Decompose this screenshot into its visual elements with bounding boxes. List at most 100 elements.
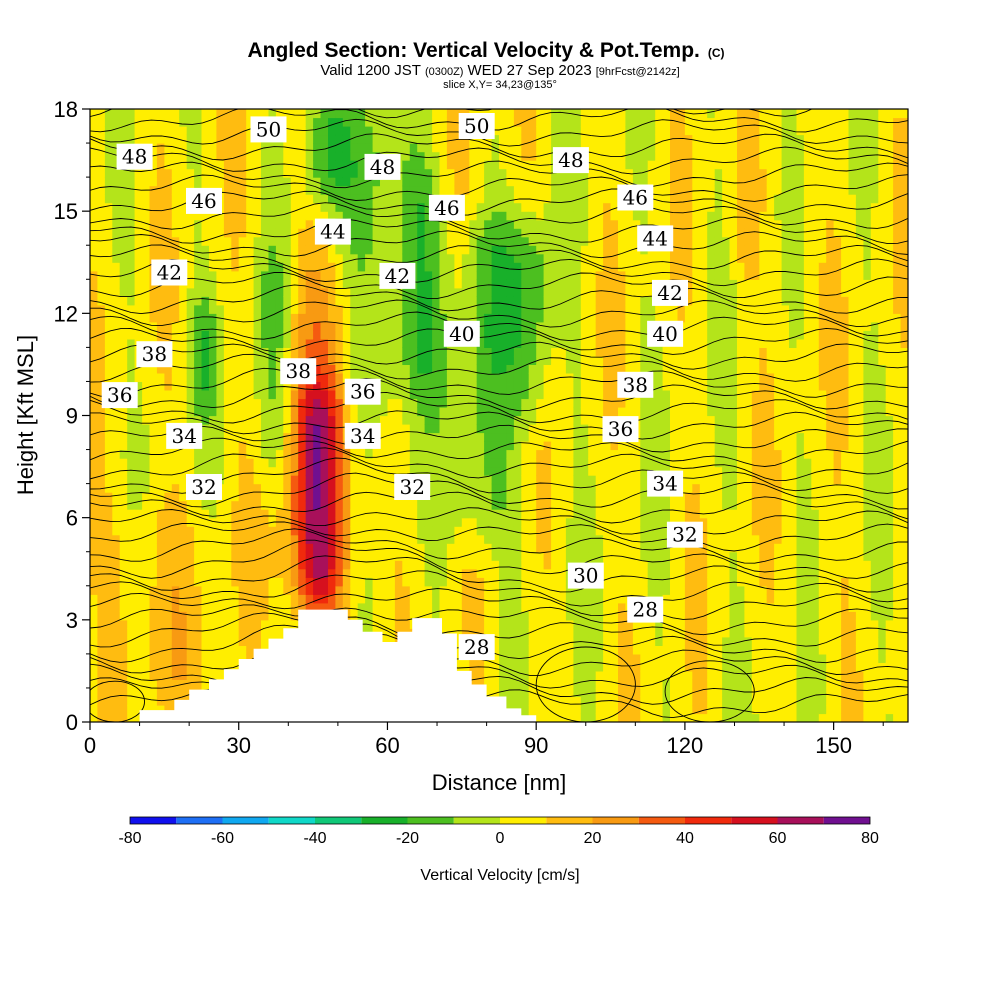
velocity-cell — [275, 492, 284, 502]
velocity-cell — [194, 526, 203, 536]
velocity-cell — [335, 202, 344, 212]
velocity-cell — [201, 449, 210, 459]
velocity-cell — [261, 441, 269, 451]
velocity-cell — [179, 194, 188, 204]
velocity-cell — [499, 151, 507, 161]
velocity-cell — [536, 662, 545, 672]
velocity-cell — [134, 168, 143, 178]
velocity-cell — [119, 338, 128, 348]
velocity-cell — [186, 449, 195, 459]
velocity-cell — [231, 321, 240, 331]
velocity-cell — [90, 713, 98, 722]
velocity-cell — [551, 381, 560, 391]
velocity-cell — [424, 415, 433, 425]
velocity-cell — [156, 466, 165, 476]
velocity-cell — [513, 602, 522, 612]
velocity-cell — [223, 441, 232, 451]
velocity-cell — [253, 143, 262, 153]
velocity-cell — [268, 151, 277, 161]
velocity-cell — [439, 500, 448, 510]
velocity-cell — [461, 253, 470, 263]
velocity-cell — [119, 287, 128, 297]
velocity-cell — [432, 415, 441, 425]
velocity-cell — [409, 381, 418, 391]
velocity-cell — [513, 236, 522, 246]
velocity-cell — [246, 338, 255, 348]
velocity-cell — [580, 211, 589, 221]
velocity-cell — [194, 628, 203, 638]
velocity-cell — [506, 441, 515, 451]
velocity-cell — [565, 441, 574, 451]
velocity-cell — [320, 458, 329, 468]
velocity-cell — [536, 168, 545, 178]
velocity-cell — [484, 211, 493, 221]
velocity-cell — [90, 287, 98, 297]
velocity-cell — [499, 194, 507, 204]
velocity-cell — [216, 304, 225, 314]
velocity-cell — [112, 534, 121, 544]
velocity-cell — [156, 543, 165, 553]
velocity-cell — [476, 338, 485, 348]
velocity-cell — [513, 407, 522, 417]
velocity-cell — [283, 151, 292, 161]
velocity-cell — [417, 355, 426, 365]
velocity-cell — [573, 466, 582, 476]
velocity-cell — [201, 390, 210, 400]
velocity-cell — [573, 347, 582, 357]
velocity-cell — [528, 270, 537, 280]
velocity-cell — [261, 500, 269, 510]
velocity-cell — [521, 262, 530, 272]
velocity-cell — [209, 560, 217, 570]
velocity-cell — [387, 483, 396, 493]
velocity-cell — [439, 160, 448, 170]
velocity-cell — [372, 253, 381, 263]
velocity-cell — [506, 109, 515, 119]
velocity-cell — [454, 645, 463, 655]
velocity-cell — [90, 687, 98, 697]
velocity-cell — [328, 296, 336, 306]
velocity-cell — [536, 577, 545, 587]
velocity-cell — [261, 526, 269, 536]
velocity-cell — [112, 687, 121, 697]
velocity-cell — [499, 568, 507, 578]
velocity-cell — [595, 177, 604, 187]
velocity-cell — [209, 381, 217, 391]
velocity-cell — [409, 321, 418, 331]
velocity-cell — [588, 449, 597, 459]
velocity-cell — [357, 517, 366, 527]
velocity-cell — [432, 270, 441, 280]
velocity-cell — [328, 577, 336, 587]
velocity-cell — [320, 313, 329, 323]
velocity-cell — [424, 364, 433, 374]
velocity-cell — [543, 398, 552, 408]
velocity-cell — [298, 602, 307, 612]
velocity-cell — [372, 458, 381, 468]
velocity-cell — [201, 355, 210, 365]
velocity-cell — [342, 211, 351, 221]
velocity-cell — [372, 517, 381, 527]
velocity-cell — [350, 415, 359, 425]
velocity-cell — [543, 194, 552, 204]
velocity-cell — [104, 202, 113, 212]
velocity-cell — [209, 160, 217, 170]
velocity-cell — [335, 568, 344, 578]
velocity-cell — [104, 705, 113, 715]
velocity-cell — [513, 372, 522, 382]
velocity-cell — [476, 500, 485, 510]
velocity-cell — [328, 177, 336, 187]
velocity-cell — [194, 304, 203, 314]
velocity-cell — [365, 338, 374, 348]
velocity-cell — [513, 679, 522, 689]
velocity-cell — [127, 117, 136, 127]
velocity-cell — [469, 381, 478, 391]
velocity-cell — [134, 109, 143, 119]
velocity-cell — [298, 211, 307, 221]
velocity-cell — [499, 517, 507, 527]
velocity-cell — [469, 202, 478, 212]
velocity-cell — [565, 628, 574, 638]
velocity-cell — [565, 611, 574, 621]
velocity-cell — [551, 338, 560, 348]
velocity-cell — [127, 177, 136, 187]
velocity-cell — [476, 219, 485, 229]
velocity-cell — [365, 194, 374, 204]
